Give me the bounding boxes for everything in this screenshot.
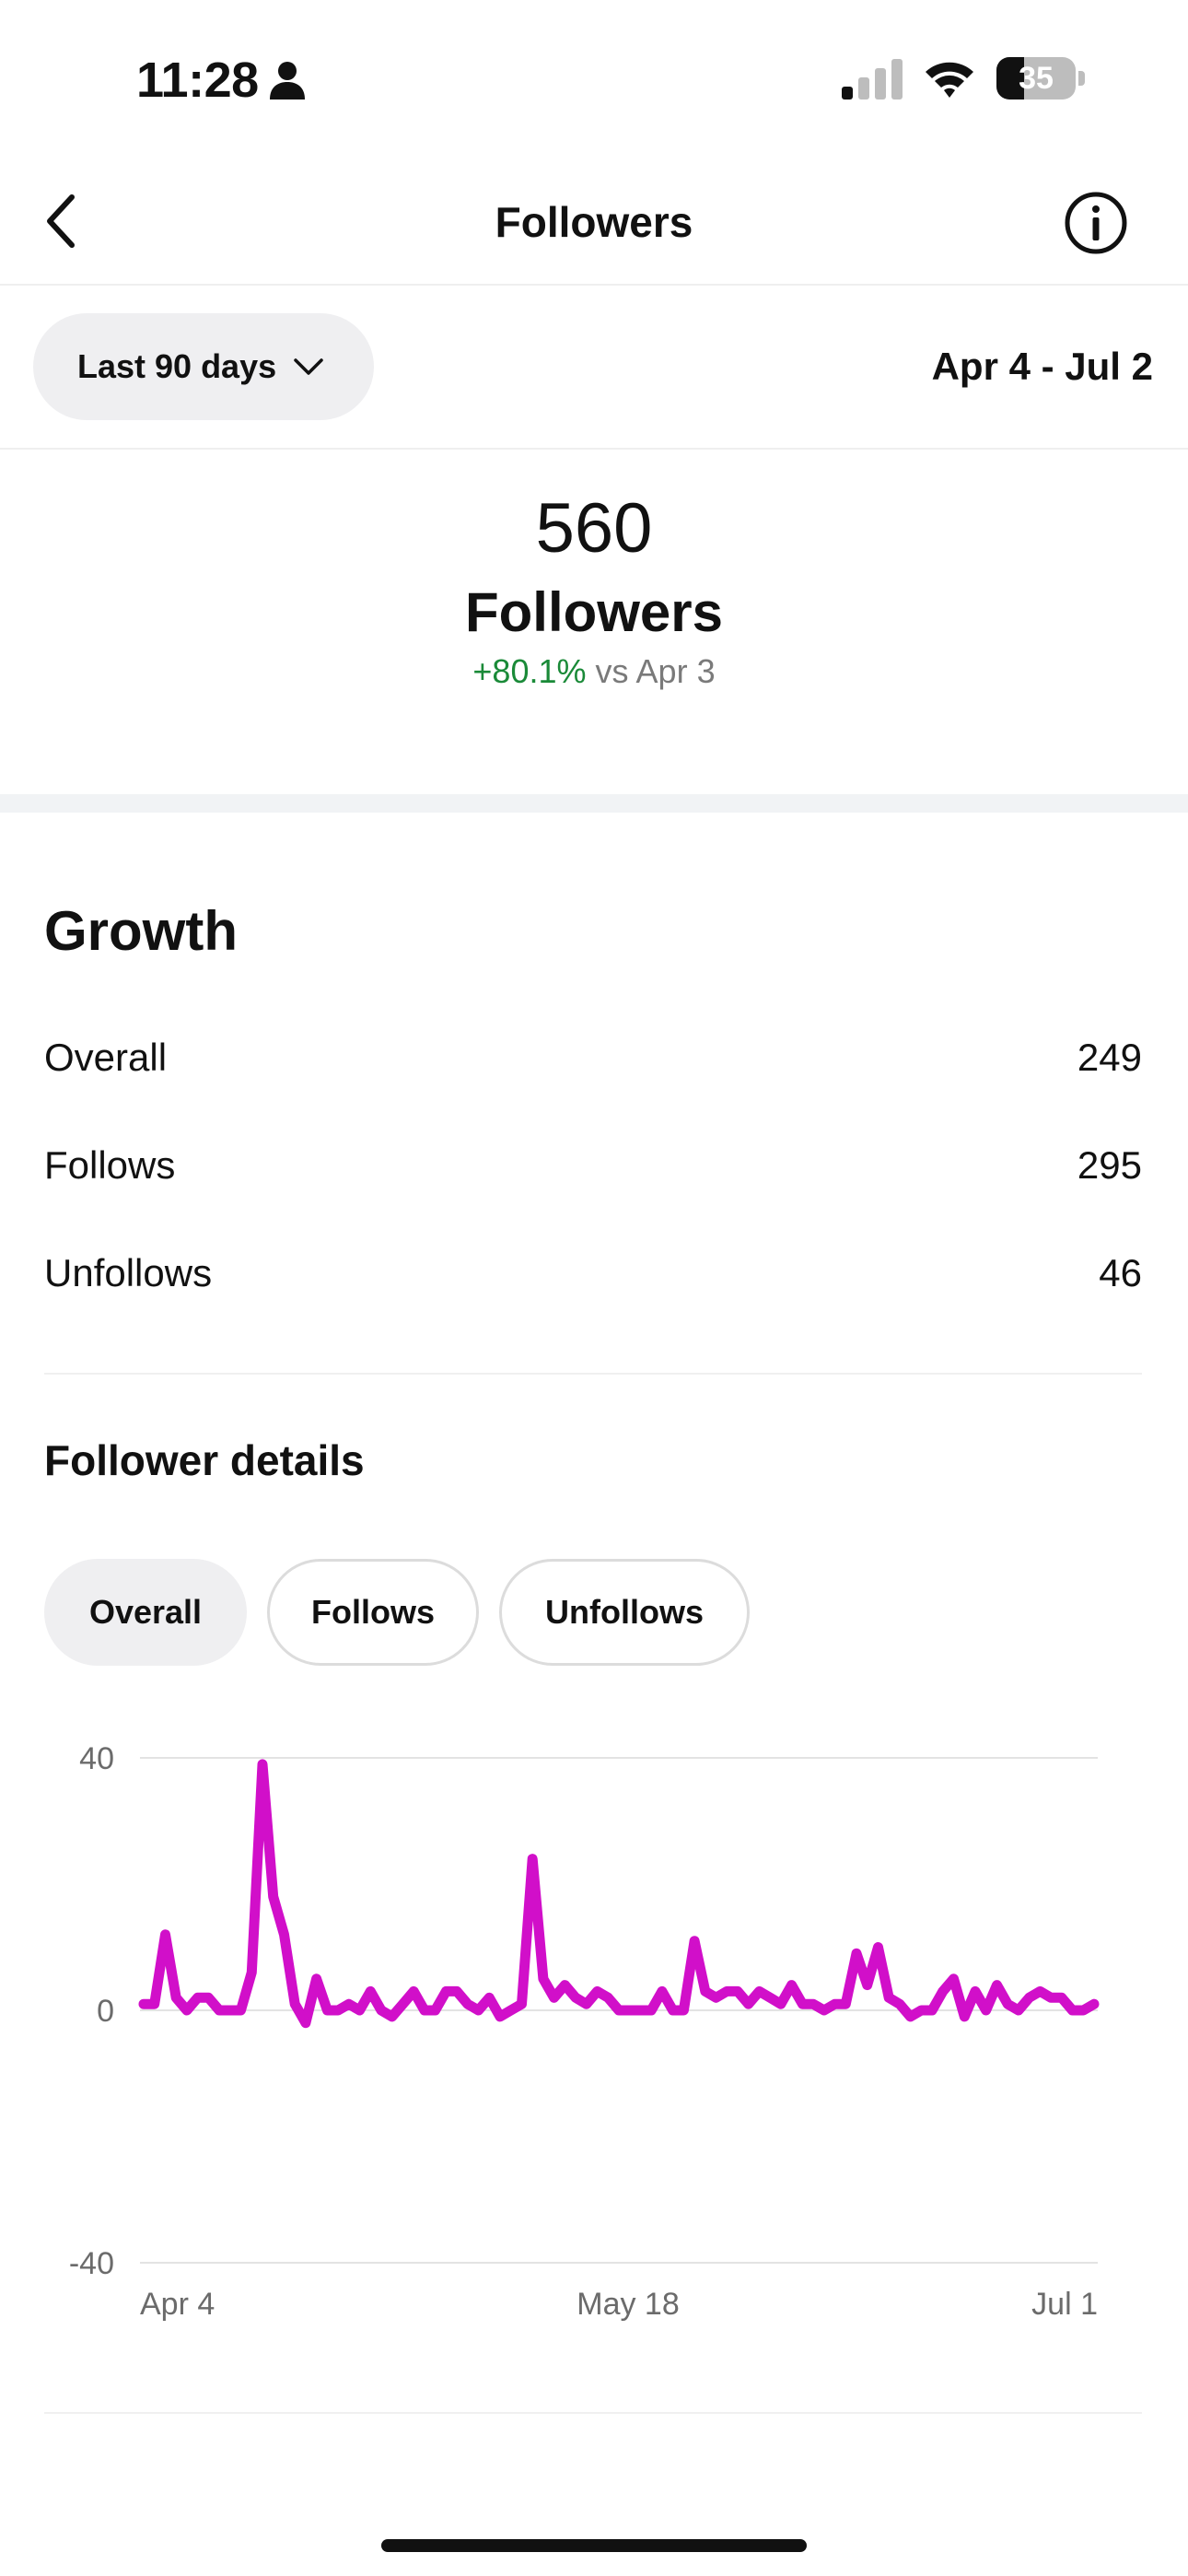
y-tick-label: 40 (79, 1741, 114, 1776)
growth-row-overall: Overall 249 (44, 1036, 1142, 1091)
filter-pill-label: Overall (88, 1593, 203, 1631)
date-range-text: Apr 4 - Jul 2 (931, 345, 1153, 388)
growth-row-follows: Follows 295 (44, 1143, 1142, 1199)
follower-line-chart: 40 0 -40 Apr 4 May 18 Jul 1 (69, 1741, 1100, 2322)
wifi-icon (926, 62, 973, 98)
date-range-row: Last 90 days Apr 4 - Jul 2 (0, 286, 1188, 450)
growth-row-value: 249 (1077, 1036, 1142, 1079)
x-tick-label: May 18 (577, 2287, 680, 2322)
back-button[interactable] (26, 186, 96, 256)
growth-row-value: 295 (1077, 1143, 1142, 1187)
growth-row-unfollows: Unfollows 46 (44, 1251, 1142, 1306)
follower-count-label: Followers (464, 581, 724, 643)
filter-pill-label: Unfollows (545, 1593, 704, 1631)
change-comparison: vs Apr 3 (595, 652, 716, 690)
y-tick-label: -40 (69, 2246, 114, 2281)
chevron-left-icon (47, 194, 75, 248)
follower-count: 560 (535, 489, 653, 568)
y-tick-label: 0 (97, 1994, 114, 2029)
growth-title: Growth (44, 900, 238, 962)
section-divider (0, 794, 1188, 813)
filter-pill-unfollows[interactable]: Unfollows (499, 1559, 750, 1666)
status-bar: 11:28 35 (0, 0, 1188, 157)
follower-details-title: Follower details (44, 1436, 365, 1484)
battery-icon: 35 (996, 57, 1085, 100)
person-icon (270, 62, 305, 100)
follower-chart: 40 0 -40 Apr 4 May 18 Jul 1 (0, 1714, 1188, 2340)
growth-row-label: Unfollows (44, 1251, 213, 1294)
filter-pill-label: Follows (311, 1593, 435, 1631)
top-navigation-bar: Followers (0, 157, 1188, 286)
battery-level: 35 (1019, 61, 1054, 96)
series-line (138, 1759, 1100, 2029)
time-range-dropdown[interactable]: Last 90 days (33, 313, 374, 420)
filter-pill-overall[interactable]: Overall (44, 1559, 247, 1666)
x-tick-label: Apr 4 (140, 2287, 215, 2322)
x-tick-label: Jul 1 (1031, 2287, 1098, 2322)
info-button[interactable] (1061, 188, 1131, 258)
growth-row-label: Overall (44, 1036, 168, 1079)
growth-row-value: 46 (1099, 1251, 1142, 1294)
divider (44, 1373, 1142, 1375)
divider (44, 2412, 1142, 2414)
follower-change: +80.1% vs Apr 3 (0, 652, 1188, 691)
page-title: Followers (495, 198, 693, 246)
growth-row-label: Follows (44, 1143, 176, 1187)
change-percent: +80.1% (472, 652, 587, 690)
status-time: 11:28 (136, 53, 259, 108)
filter-pill-follows[interactable]: Follows (267, 1559, 479, 1666)
chevron-down-icon (294, 358, 323, 375)
info-icon (1065, 192, 1127, 254)
followers-summary: 560 Followers +80.1% vs Apr 3 (0, 451, 1188, 794)
home-indicator (381, 2539, 807, 2552)
time-range-label: Last 90 days (77, 347, 277, 385)
cellular-signal-icon (842, 59, 903, 100)
